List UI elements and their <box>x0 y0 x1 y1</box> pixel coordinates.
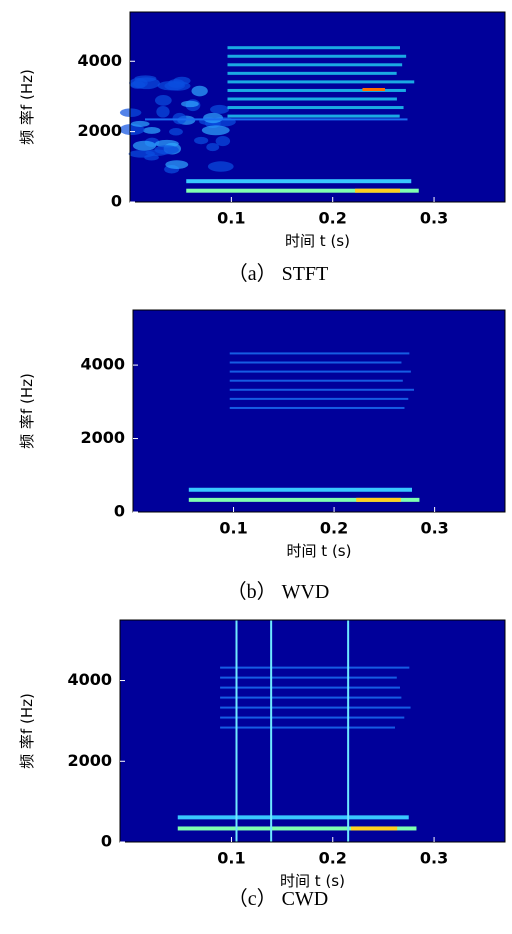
texture-blob <box>132 140 157 151</box>
y-tick-label: 4000 <box>77 51 122 70</box>
texture-band <box>145 118 408 121</box>
harmonic-band <box>229 406 405 409</box>
x-tick-label: 0.1 <box>217 849 245 868</box>
low-band <box>186 188 419 193</box>
harmonic-band <box>227 71 397 75</box>
texture-blob <box>143 127 161 134</box>
heatmap-background <box>120 620 505 842</box>
harmonic-band <box>220 666 410 669</box>
texture-blob <box>206 142 220 152</box>
y-tick-label: 0 <box>111 192 122 211</box>
vertical-line <box>347 620 350 842</box>
caption: （b） WVD <box>227 580 330 603</box>
x-tick-label: 0.1 <box>217 209 245 228</box>
texture-blob <box>210 104 230 114</box>
y-axis-label: 频 率f (Hz) <box>18 693 36 769</box>
x-axis-label: 时间 t (s) <box>287 542 352 560</box>
y-tick-label: 0 <box>114 502 125 521</box>
harmonic-band <box>220 686 400 689</box>
plot-frame <box>119 619 506 843</box>
x-axis-label: 时间 t (s) <box>280 872 345 890</box>
texture-blob <box>154 95 172 106</box>
low-band-peak <box>355 188 400 193</box>
low-band-peak <box>351 826 398 831</box>
harmonic-band <box>227 114 400 118</box>
texture-blob <box>201 125 230 136</box>
low-band <box>177 826 417 831</box>
x-tick-label: 0.2 <box>320 519 348 538</box>
plot-frame <box>129 11 506 203</box>
caption: （c） CWD <box>228 887 329 910</box>
harmonic-band <box>227 46 401 50</box>
y-tick-label: 2000 <box>77 121 122 140</box>
y-tick-label: 2000 <box>80 428 125 447</box>
texture-blob <box>134 75 157 82</box>
texture-blob <box>156 105 170 118</box>
y-tick-label: 4000 <box>80 355 125 374</box>
caption: （a） STFT <box>228 262 329 285</box>
y-axis-label: 频 率f (Hz) <box>18 69 36 145</box>
texture-blob <box>119 108 142 118</box>
texture-blob <box>165 160 189 169</box>
y-axis-label: 频 率f (Hz) <box>18 373 36 449</box>
texture-blob <box>144 154 159 161</box>
texture-blob <box>203 112 224 124</box>
harmonic-band <box>229 397 409 400</box>
vertical-line <box>235 620 238 842</box>
low-band <box>177 815 409 820</box>
harmonic-band <box>220 706 411 709</box>
harmonic-band <box>227 97 397 101</box>
harmonic-band <box>227 54 407 58</box>
y-tick-label: 0 <box>101 832 112 851</box>
peak <box>362 88 385 91</box>
harmonic-band <box>220 716 405 719</box>
x-tick-label: 0.3 <box>420 519 448 538</box>
harmonic-band <box>220 726 395 729</box>
harmonic-band <box>220 676 397 679</box>
heatmap-background <box>133 310 505 512</box>
harmonic-band <box>229 361 402 364</box>
x-tick-label: 0.2 <box>319 209 347 228</box>
x-tick-label: 0.2 <box>319 849 347 868</box>
x-axis-label: 时间 t (s) <box>285 232 350 250</box>
texture-blob <box>207 161 234 172</box>
harmonic-band <box>227 80 415 84</box>
low-band <box>186 179 412 184</box>
low-band <box>188 487 412 492</box>
heatmap-texture <box>188 352 420 502</box>
x-tick-label: 0.1 <box>219 519 247 538</box>
texture-blob <box>130 81 146 89</box>
texture-blob <box>181 100 199 108</box>
y-tick-label: 2000 <box>67 751 112 770</box>
texture-blob <box>154 145 179 155</box>
x-tick-label: 0.3 <box>420 849 448 868</box>
low-band <box>188 497 420 502</box>
texture-blob <box>157 81 186 91</box>
harmonic-band <box>229 352 410 355</box>
harmonic-band <box>229 388 415 391</box>
texture-blob <box>169 128 183 136</box>
harmonic-band <box>229 370 411 373</box>
texture-blob <box>130 120 150 127</box>
texture-blob <box>191 85 208 97</box>
harmonic-band <box>229 379 403 382</box>
heatmap-texture <box>119 46 419 193</box>
x-tick-label: 0.3 <box>420 209 448 228</box>
harmonic-band <box>227 63 403 67</box>
harmonic-band <box>220 696 402 699</box>
vertical-line <box>270 620 273 842</box>
plot-frame <box>132 309 506 513</box>
texture-blob <box>215 136 231 147</box>
heatmap-texture <box>177 620 417 842</box>
texture-blob <box>194 136 209 145</box>
low-band-peak <box>356 497 401 502</box>
harmonic-band <box>227 88 406 92</box>
harmonic-band <box>227 106 404 110</box>
y-tick-label: 4000 <box>67 670 112 689</box>
